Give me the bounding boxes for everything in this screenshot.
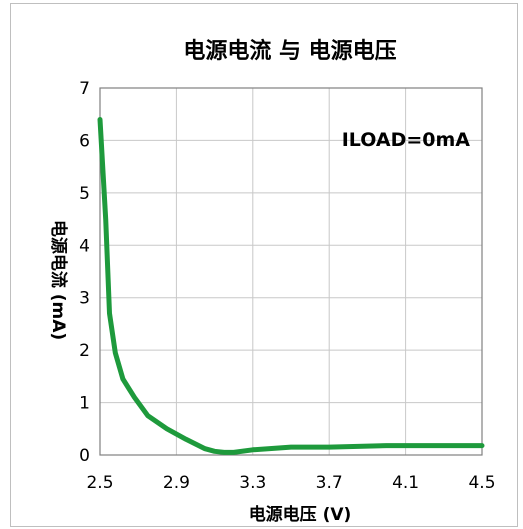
x-tick-label: 4.1 (392, 473, 419, 493)
x-axis-label: 电源电压 (V) (249, 504, 352, 525)
x-tick-label: 2.5 (86, 473, 113, 493)
y-tick-label: 2 (79, 341, 90, 361)
y-tick-label: 0 (79, 446, 90, 466)
x-tick-label: 3.7 (316, 473, 343, 493)
y-tick-label: 3 (79, 289, 90, 309)
y-axis-label: 电源电流 (mA) (48, 220, 69, 340)
y-tick-label: 5 (79, 184, 90, 204)
chart-title: 电源电流 与 电源电压 (183, 38, 396, 64)
y-tick-label: 1 (79, 394, 90, 414)
x-tick-label: 4.5 (468, 473, 495, 493)
x-tick-label: 2.9 (163, 473, 190, 493)
y-tick-label: 6 (79, 131, 90, 151)
y-tick-label: 4 (79, 236, 90, 256)
y-tick-labels: 0 1 2 3 4 5 6 7 (79, 79, 90, 466)
x-tick-label: 3.3 (239, 473, 266, 493)
x-tick-labels: 2.5 2.9 3.3 3.7 4.1 4.5 (86, 473, 495, 493)
y-tick-label: 7 (79, 79, 90, 99)
annotation-label: ILOAD=0mA (342, 129, 471, 151)
